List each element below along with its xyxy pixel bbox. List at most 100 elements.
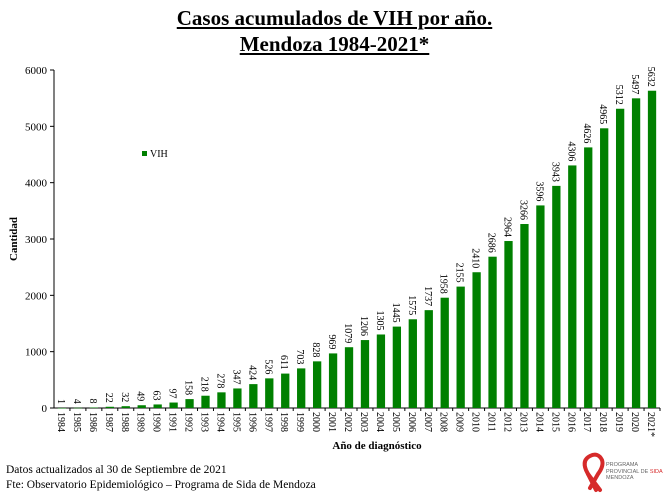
bar (153, 404, 162, 408)
x-tick-label: 2020 (629, 412, 640, 432)
data-label: 1958 (438, 274, 449, 294)
bar (265, 378, 274, 408)
bar (520, 224, 529, 408)
bar (105, 406, 114, 408)
bar (472, 272, 481, 408)
data-label: 424 (246, 365, 257, 380)
bar (169, 402, 178, 408)
x-tick-label: 2001 (326, 412, 337, 432)
bar (392, 326, 402, 408)
x-tick-label: 1990 (151, 412, 162, 432)
x-tick-label: 2004 (374, 412, 385, 432)
y-tick-label: 2000 (25, 290, 48, 302)
x-tick-label: 1985 (71, 412, 82, 432)
x-tick-label: 1994 (214, 412, 225, 432)
logo-line2a: PROVINCIAL DE (606, 468, 650, 475)
bar (568, 165, 577, 408)
data-label: 22 (103, 393, 114, 403)
legend-label: VIH (150, 149, 168, 160)
bar (408, 319, 417, 408)
bar (615, 108, 625, 409)
bar (536, 205, 545, 408)
data-label: 1079 (342, 323, 353, 343)
data-label: 828 (310, 342, 321, 357)
bar (185, 399, 194, 408)
x-tick-label: 1999 (294, 412, 305, 432)
bar (647, 90, 657, 409)
data-label: 32 (119, 392, 130, 402)
data-label: 1206 (358, 316, 369, 336)
x-tick-label: 1995 (230, 412, 241, 432)
data-label: 2686 (486, 233, 497, 253)
data-label: 1737 (422, 286, 433, 306)
bar (57, 407, 67, 409)
y-tick-label: 4000 (25, 178, 48, 190)
bar (312, 361, 322, 408)
data-label: 49 (135, 391, 146, 401)
data-label: 5632 (645, 67, 656, 87)
x-tick-label: 1992 (183, 412, 194, 432)
data-label: 158 (183, 380, 194, 395)
data-label: 97 (167, 389, 178, 399)
chart-title-line1: Casos acumulados de VIH por año. (176, 6, 493, 30)
x-tick-label: 2014 (533, 412, 544, 432)
x-tick-label: 2017 (581, 412, 592, 432)
x-tick-label: 2021* (645, 412, 656, 437)
data-label: 1 (55, 399, 66, 404)
bar (631, 98, 641, 408)
data-label: 526 (262, 359, 273, 374)
data-label: 1575 (406, 295, 417, 315)
bar (201, 395, 210, 408)
y-axis-label: Cantidad (8, 217, 20, 261)
data-label: 5497 (629, 74, 640, 94)
data-label: 969 (326, 334, 337, 349)
logo-line2b: SIDA (649, 468, 663, 475)
data-label: 278 (214, 373, 225, 388)
bar (297, 368, 306, 408)
bar (376, 334, 386, 408)
data-label: 611 (278, 355, 289, 370)
logo-line3: MENDOZA (606, 475, 634, 481)
bar (424, 310, 433, 408)
data-label: 2410 (470, 248, 481, 268)
x-axis-label: Año de diagnóstico (332, 440, 422, 452)
bar (217, 392, 226, 408)
bar (584, 147, 593, 409)
x-tick-label: 2010 (470, 412, 481, 432)
data-label: 1445 (390, 303, 401, 323)
x-tick-label: 1991 (167, 412, 178, 432)
chart-title-line2: Mendoza 1984-2021* (239, 32, 430, 56)
x-tick-label: 2002 (342, 412, 353, 432)
data-label: 4626 (581, 123, 592, 143)
data-label: 1305 (374, 310, 385, 330)
bar (360, 340, 370, 408)
bar (328, 353, 338, 408)
x-tick-label: 1987 (103, 412, 114, 432)
data-label: 5312 (613, 85, 624, 105)
data-label: 3943 (549, 162, 560, 182)
bar (73, 407, 83, 409)
x-tick-label: 1986 (87, 412, 98, 432)
data-label: 2964 (502, 217, 513, 237)
x-tick-label: 2013 (517, 412, 528, 432)
logo-line1: PROGRAMA (606, 462, 639, 468)
bar (137, 405, 146, 408)
bar (488, 256, 497, 408)
x-tick-label: 2009 (454, 412, 465, 432)
x-tick-label: 2003 (358, 412, 369, 432)
data-label: 703 (294, 349, 305, 364)
data-label: 4306 (565, 141, 576, 161)
bar (552, 185, 561, 408)
x-tick-label: 1993 (199, 412, 210, 432)
data-label: 63 (151, 390, 162, 400)
bar-chart: 0 1000 2000 3000 4000 5000 6000 Cantidad 1 1984 4 1… (8, 65, 661, 452)
y-tick-label: 3000 (25, 234, 48, 246)
x-tick-label: 1998 (278, 412, 289, 432)
data-label: 8 (87, 399, 98, 404)
x-tick-label: 2006 (406, 412, 417, 432)
bar (440, 297, 449, 408)
x-tick-label: 1989 (135, 412, 146, 432)
data-label: 4965 (597, 104, 608, 124)
x-tick-label: 2005 (390, 412, 401, 432)
x-tick-label: 1988 (119, 412, 130, 432)
